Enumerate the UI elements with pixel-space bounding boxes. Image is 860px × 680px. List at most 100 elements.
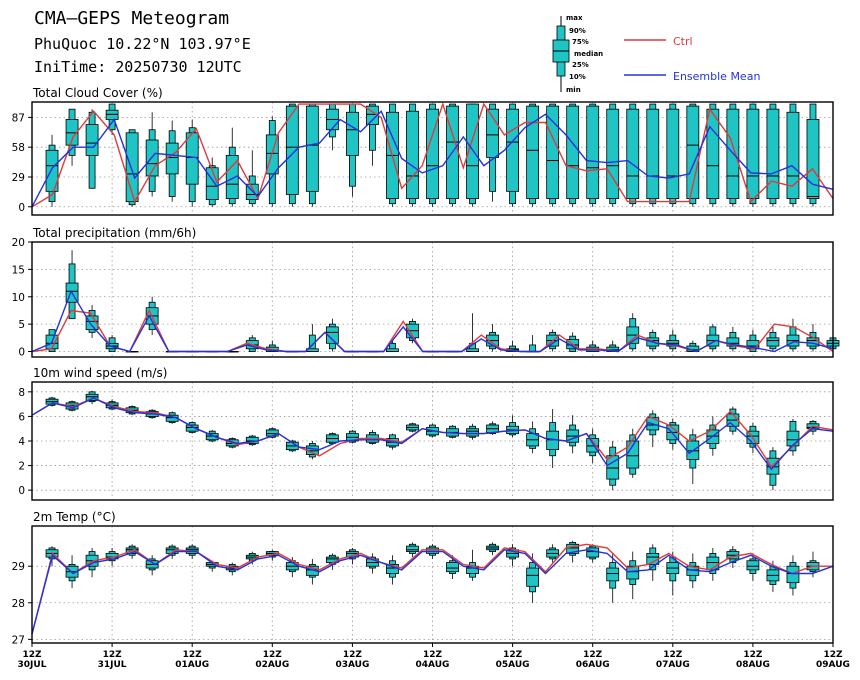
legend-median-label: median [574, 50, 603, 58]
panel-3: 10m wind speed (m/s) 0 2 4 6 8 [18, 366, 834, 501]
legend-p90-label: 90% [569, 27, 586, 35]
panel-frame [31, 101, 834, 216]
box-inner [586, 547, 600, 558]
box-inner [766, 108, 780, 199]
x-tick-date: 30JUL [18, 660, 47, 670]
box-inner [165, 142, 179, 175]
panel-4: 2m Temp (°C) 27 28 29 [12, 510, 834, 646]
x-tick-date: 02AUG [255, 660, 289, 670]
init-time: IniTime: 20250730 12UTC [34, 58, 242, 76]
x-tick-hour: 12Z [583, 650, 603, 660]
legend-max-label: max [566, 14, 583, 22]
panel-title: Total Cloud Cover (%) [32, 86, 163, 100]
box-inner [626, 565, 640, 580]
x-tick-hour: 12Z [663, 650, 683, 660]
box-inner [606, 108, 620, 199]
box-inner [406, 110, 419, 199]
box-inner [786, 565, 800, 584]
box-inner [45, 149, 59, 192]
box-inner [786, 111, 800, 199]
y-tick-label: 0 [18, 347, 25, 359]
x-tick-hour: 12Z [423, 650, 443, 660]
x-axis-labels: 12Z30JUL12Z31JUL12Z01AUG12Z02AUG12Z03AUG… [18, 643, 850, 670]
legend-min-label: min [566, 86, 581, 94]
series-ensemble-mean-line [31, 397, 834, 471]
y-tick-label: 0 [18, 202, 25, 214]
box-inner [566, 543, 580, 554]
y-tick-label: 20 [12, 237, 25, 249]
box-inner [586, 105, 600, 199]
box-inner [786, 430, 800, 447]
y-tick-label: 29 [12, 172, 25, 184]
box-inner [546, 105, 560, 199]
box-inner [706, 108, 720, 199]
meteogram-title: CMA—GEPS Meteogram [34, 8, 229, 29]
y-tick-label: 0 [18, 485, 25, 497]
x-tick-date: 05AUG [496, 660, 530, 670]
x-tick-hour: 12Z [343, 650, 363, 660]
y-tick-label: 6 [18, 411, 25, 423]
box-inner [506, 108, 520, 192]
station-location: PhuQuoc 10.22°N 103.97°E [34, 35, 251, 53]
series-ensemble-mean-line [31, 549, 834, 635]
box-inner [446, 562, 459, 573]
box-inner [345, 111, 359, 156]
box-inner [285, 105, 299, 195]
y-tick-label: 10 [12, 292, 25, 304]
y-tick-label: 58 [12, 142, 25, 154]
series-ctrl-line [31, 543, 833, 635]
box-inner [305, 105, 319, 192]
x-tick-date: 09AUG [816, 660, 850, 670]
legend-mean-label: Ensemble Mean [673, 70, 760, 83]
box-inner [205, 167, 219, 200]
box-inner [746, 560, 760, 571]
series-ctrl-line [31, 101, 834, 208]
x-tick-date: 06AUG [576, 660, 610, 670]
x-tick-date: 01AUG [175, 660, 209, 670]
y-tick-label: 5 [18, 319, 25, 331]
x-tick-hour: 12Z [183, 650, 203, 660]
legend-outer-box [556, 25, 566, 41]
series-ensemble-mean-line [31, 289, 834, 353]
box-inner [65, 119, 79, 146]
panel-title: 2m Temp (°C) [33, 510, 116, 524]
panel-frame [31, 241, 834, 358]
legend-lower-box [556, 61, 566, 77]
panel-frame [31, 381, 834, 501]
series-ensemble-mean-line [31, 109, 834, 208]
legend-p25-label: 25% [572, 61, 589, 69]
x-tick-hour: 12Z [22, 650, 42, 660]
y-tick-label: 2 [18, 461, 25, 473]
y-tick-label: 87 [12, 112, 25, 124]
box-plot-legend: max 90% 75% median 25% 10% min [552, 14, 603, 94]
box-inner [646, 108, 660, 199]
x-tick-hour: 12Z [503, 650, 523, 660]
y-tick-label: 27 [12, 634, 25, 646]
box-inner [666, 108, 680, 199]
y-tick-label: 28 [12, 598, 25, 610]
panel-2: Total precipitation (mm/6h) 0 5 10 15 20 [12, 226, 840, 359]
panel-1: Total Cloud Cover (%) 0 29 58 87 [12, 86, 834, 216]
x-tick-hour: 12Z [103, 650, 123, 660]
box-inner [205, 433, 219, 441]
y-tick-label: 8 [18, 387, 25, 399]
box-inner [325, 556, 339, 563]
box-inner [746, 108, 760, 199]
y-tick-label: 29 [12, 561, 25, 573]
legend-p75-label: 75% [572, 38, 589, 46]
legend-ctrl-label: Ctrl [673, 35, 693, 48]
x-tick-date: 31JUL [98, 660, 127, 670]
y-tick-label: 4 [18, 436, 25, 448]
box-outer [369, 103, 376, 151]
box-inner [105, 109, 119, 120]
box-inner [85, 393, 99, 401]
x-tick-hour: 12Z [743, 650, 763, 660]
x-tick-date: 07AUG [656, 660, 690, 670]
panel-title: 10m wind speed (m/s) [33, 366, 167, 380]
box-inner [85, 124, 99, 156]
box-inner [806, 119, 820, 199]
box-inner [406, 545, 419, 552]
box-inner [606, 567, 620, 582]
x-tick-hour: 12Z [263, 650, 283, 660]
